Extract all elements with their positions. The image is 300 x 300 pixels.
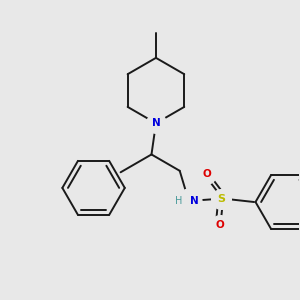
Point	[186, 198, 191, 203]
Text: O: O	[202, 169, 211, 179]
Point	[219, 196, 224, 201]
Text: S: S	[217, 194, 225, 204]
Text: H: H	[176, 196, 183, 206]
Point	[154, 121, 158, 126]
Text: O: O	[215, 220, 224, 230]
Text: N: N	[190, 196, 198, 206]
Point	[204, 171, 209, 176]
Point	[218, 223, 222, 228]
Text: N: N	[152, 118, 160, 128]
